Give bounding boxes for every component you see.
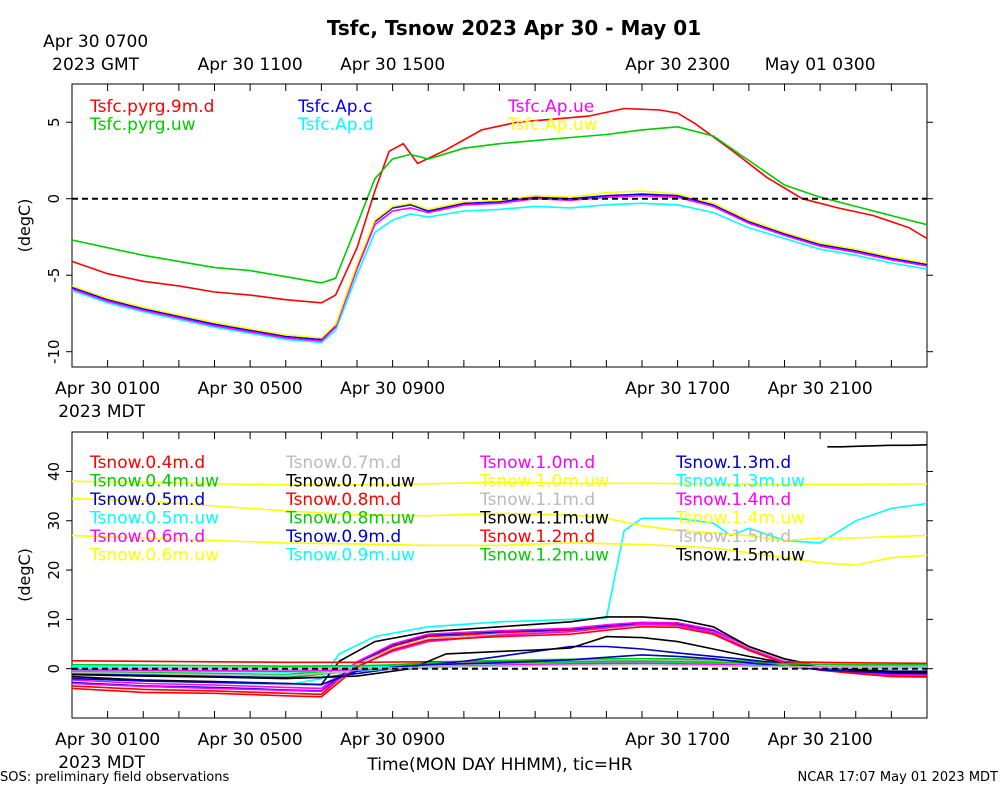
series-line-Tsfc.Ap.c xyxy=(71,193,928,341)
footer-right: NCAR 17:07 May 01 2023 MDT xyxy=(797,770,998,785)
legend-entry: Tsnow.1.1m.d xyxy=(479,490,595,510)
legend-entry: Tsnow.0.8m.d xyxy=(285,490,401,510)
legend-entry: Tsnow.1.4m.uw xyxy=(675,509,805,529)
legend-entry: Tsnow.0.4m.d xyxy=(89,453,205,473)
series-lines xyxy=(71,444,928,698)
x-tick-label: Apr 30 2100 xyxy=(768,730,873,750)
x-tick-label: Apr 30 0900 xyxy=(340,730,445,750)
x-tick-label-top: Apr 30 1100 xyxy=(198,55,303,75)
legend-entry: Tsnow.1.0m.uw xyxy=(479,472,609,492)
x-tick-label: Apr 30 0500 xyxy=(198,730,303,750)
legend-entry: Tsnow.0.4m.uw xyxy=(89,472,219,492)
x-tick-label-top: May 01 0300 xyxy=(765,55,876,75)
legend-entry: Tsfc.Ap.ue xyxy=(507,97,594,117)
series-lines xyxy=(71,107,928,344)
legend-entry: Tsnow.1.3m.d xyxy=(675,453,791,473)
legend-entry: Tsnow.1.5m.d xyxy=(675,527,791,547)
legend-entry: Tsfc.Ap.d xyxy=(297,115,374,135)
series-line-Tsnow.1.0m.uw xyxy=(71,480,928,486)
legend-entry: Tsnow.1.3m.uw xyxy=(675,472,805,492)
x-tick-label: Apr 30 0100 xyxy=(55,379,160,399)
legend-entry: Tsnow.1.2m.d xyxy=(479,527,595,547)
series-line-Tsfc.Ap.d xyxy=(71,202,928,344)
x-tick-label: Apr 30 1700 xyxy=(625,730,730,750)
y-tick-label: -5 xyxy=(45,268,63,283)
series-line-Tsnow.0.5m.uw xyxy=(71,502,928,686)
legend-entry: Tsnow.0.9m.d xyxy=(285,527,401,547)
x-tick-label: Apr 30 0900 xyxy=(340,379,445,399)
x-axis-label: Time(MON DAY HHMM), tic=HR xyxy=(366,755,632,775)
y-tick-label: 40 xyxy=(45,462,63,481)
legend-entry: Tsfc.Ap.uw xyxy=(507,115,598,135)
y-tick-label: 10 xyxy=(45,610,63,629)
tsnow-panel: 0 10 20 30 40 (degC) Tsnow.0.4m.dTsnow.0.4m.uw… xyxy=(15,431,933,773)
footer-left: SOS: preliminary field observations xyxy=(0,770,229,785)
y-tick-label: 30 xyxy=(45,511,63,530)
x-tick-label-top: 2023 GMT xyxy=(52,55,140,75)
series-line-Tsfc.pyrg.9m.d xyxy=(71,107,928,304)
legend-entry: Tsnow.0.5m.uw xyxy=(89,509,219,529)
legend: Tsnow.0.4m.dTsnow.0.4m.uwTsnow.0.5m.dTsn… xyxy=(89,453,805,566)
y-tick-label: 20 xyxy=(45,561,63,580)
y-axis-label: (degC) xyxy=(15,548,34,602)
y-tick-label: -10 xyxy=(45,339,63,364)
legend-entry: Tsnow.1.5m.uw xyxy=(675,546,805,566)
legend-entry: Tsnow.0.6m.uw xyxy=(89,546,219,566)
y-axis-label: (degC) xyxy=(15,199,34,253)
chart-title: Tsfc, Tsnow 2023 Apr 30 - May 01 xyxy=(327,16,701,40)
legend-entry: Tsfc.pyrg.uw xyxy=(89,115,196,135)
legend-entry: Tsfc.Ap.c xyxy=(297,97,372,117)
series-line-Tsnow.1.5m.uw xyxy=(827,444,928,448)
x-tick-label-top: Apr 30 0700 xyxy=(43,32,148,52)
legend-entry: Tsnow.0.6m.d xyxy=(89,527,205,547)
legend-entry: Tsnow.1.4m.d xyxy=(675,490,791,510)
series-line-Tsnow.1.4m.uw xyxy=(71,497,928,542)
series-line-Tsnow.0.6m.uw xyxy=(71,534,928,566)
x-tick-label-top: Apr 30 2300 xyxy=(625,55,730,75)
legend-entry: Tsnow.0.7m.d xyxy=(285,453,401,473)
y-tick-label: 0 xyxy=(45,194,63,204)
legend-entry: Tsnow.1.1m.uw xyxy=(479,509,609,529)
x-tick-label: Apr 30 1700 xyxy=(625,379,730,399)
x-tick-label: Apr 30 0100 xyxy=(55,730,160,750)
legend-entry: Tsnow.0.9m.uw xyxy=(285,546,415,566)
x-tick-label: 2023 MDT xyxy=(58,402,145,422)
x-tick-label-top: Apr 30 1500 xyxy=(340,55,445,75)
series-line-Tsfc.pyrg.uw xyxy=(71,125,928,284)
legend-entry: Tsnow.0.5m.d xyxy=(89,490,205,510)
x-tick-label: 2023 MDT xyxy=(58,753,145,773)
legend: Tsfc.pyrg.9m.dTsfc.pyrg.uwTsfc.Ap.cTsfc.… xyxy=(89,97,598,135)
x-tick-label: Apr 30 2100 xyxy=(768,379,873,399)
x-tick-label: Apr 30 0500 xyxy=(198,379,303,399)
series-line-Tsfc.Ap.uw xyxy=(71,190,928,339)
series-line-Tsfc.Ap.ue xyxy=(71,194,928,342)
legend-entry: Tsnow.1.2m.uw xyxy=(479,546,609,566)
y-tick-label: 5 xyxy=(45,117,63,127)
legend-entry: Tsnow.0.8m.uw xyxy=(285,509,415,529)
y-tick-label: 0 xyxy=(45,664,63,674)
legend-entry: Tsnow.0.7m.uw xyxy=(285,472,415,492)
legend-entry: Tsnow.1.0m.d xyxy=(479,453,595,473)
legend-entry: Tsfc.pyrg.9m.d xyxy=(89,97,214,117)
